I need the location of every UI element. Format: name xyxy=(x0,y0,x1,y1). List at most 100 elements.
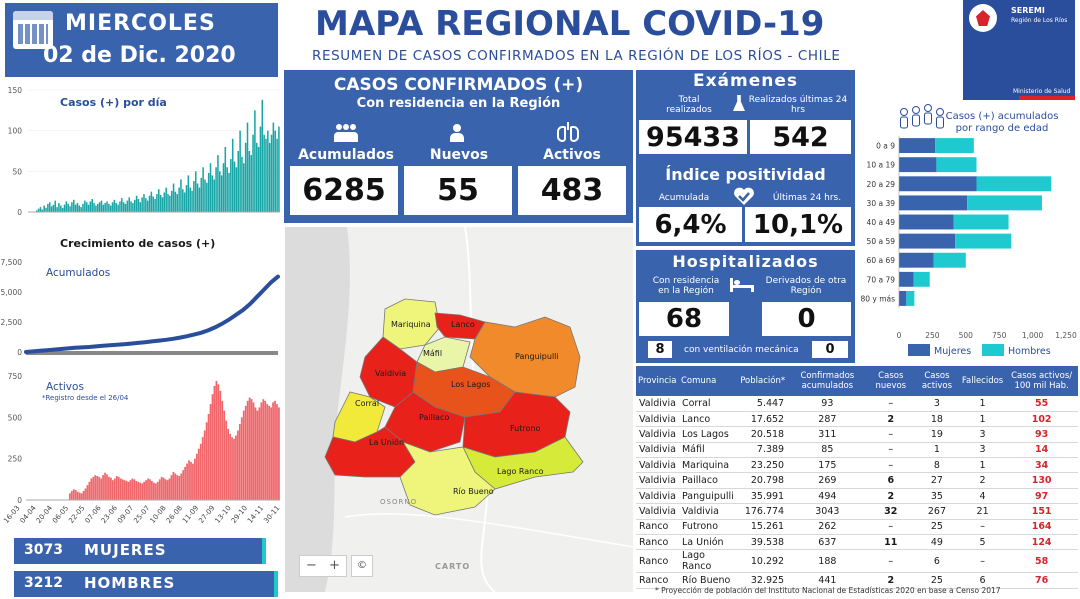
bar xyxy=(119,478,122,500)
bar-segment xyxy=(976,176,1052,192)
bar xyxy=(129,480,132,500)
table-cell: Máfil xyxy=(678,442,739,459)
exams-title: Exámenes xyxy=(692,71,799,91)
x-tick-label: 29-10 xyxy=(230,504,249,525)
bar xyxy=(96,476,99,500)
table-cell: Lanco xyxy=(678,411,739,428)
table-cell: 441 xyxy=(787,572,868,589)
bar xyxy=(243,163,245,212)
bar xyxy=(117,204,119,212)
bar xyxy=(180,473,183,500)
bar xyxy=(204,179,206,212)
table-row: Ranco Lago Ranco 10.292 188–6–58 xyxy=(636,549,1078,574)
bar xyxy=(224,146,227,212)
zoom-out-button[interactable]: − xyxy=(306,558,317,573)
bar xyxy=(170,190,173,212)
table-cell: Panguipulli xyxy=(678,488,739,505)
bar xyxy=(130,201,132,212)
table-cell: 1 xyxy=(959,396,1006,412)
bar xyxy=(219,171,221,212)
table-cell: 27 xyxy=(913,472,960,489)
bar xyxy=(67,203,69,212)
x-tick-label: 500 xyxy=(959,331,974,340)
bar xyxy=(191,190,193,212)
x-tick-label: 04-04 xyxy=(19,504,39,525)
bar xyxy=(80,207,82,212)
bar xyxy=(215,380,218,500)
zoom-in-button[interactable]: + xyxy=(329,558,340,573)
bar xyxy=(111,480,114,500)
bar xyxy=(48,202,51,212)
bar xyxy=(132,203,134,212)
bar xyxy=(187,175,190,212)
y-tick-label: 250 xyxy=(8,455,23,464)
daily-cases-chart: Casos (+) por día 150 100 50 0 xyxy=(8,86,280,217)
bar xyxy=(93,203,95,212)
table-header-cell: Confirmados acumulados xyxy=(800,371,855,391)
label-futrono: Futrono xyxy=(510,424,541,433)
x-tick-label: 10-08 xyxy=(149,504,168,525)
bar xyxy=(197,448,200,500)
bar xyxy=(36,210,38,212)
x-tick-label: 1,250 xyxy=(1055,331,1077,340)
bar xyxy=(188,460,190,500)
group-icon xyxy=(334,124,358,142)
page-title: MAPA REGIONAL COVID-19 xyxy=(315,4,825,44)
bar xyxy=(209,404,212,500)
bar xyxy=(276,138,278,212)
table-cell: 1 xyxy=(959,411,1006,428)
bar xyxy=(115,476,118,500)
bar-segment xyxy=(899,195,968,211)
bar xyxy=(72,199,75,212)
x-tick-label: 09-07 xyxy=(116,504,135,525)
table-cell: 175 xyxy=(787,457,868,474)
table-header-cell: Fallecidos xyxy=(961,376,1004,386)
bar xyxy=(71,202,73,212)
hombres-label: HOMBRES xyxy=(84,574,176,592)
bar xyxy=(264,400,267,500)
table-cell: – xyxy=(867,457,914,474)
exams-24h-label: Realizados últimas 24 hrs xyxy=(748,95,848,115)
bar xyxy=(248,397,251,500)
bar xyxy=(256,410,259,500)
table-row: Valdivia Corral 5.447 93–3 1 55 xyxy=(636,396,1078,412)
bar xyxy=(161,197,164,212)
region-map[interactable]: Mariquina Lanco Máfil Panguipulli Valdiv… xyxy=(285,227,633,592)
table-cell: 21 xyxy=(959,503,1006,520)
label-valdivia: Valdivia xyxy=(375,369,407,378)
communes-table: Provincia Comuna Población* Confirmados acu… xyxy=(636,366,1078,589)
bar xyxy=(254,407,257,500)
table-cell: 102 xyxy=(1005,411,1078,428)
table-cell: 97 xyxy=(1005,488,1078,505)
bar xyxy=(206,182,208,212)
bar xyxy=(268,405,271,500)
label-lagoranco: Lago Ranco xyxy=(497,467,544,476)
chart-note: *Registro desde el 26/04 xyxy=(42,394,129,402)
bar xyxy=(158,189,160,212)
bar xyxy=(154,198,156,212)
table-cell: 93 xyxy=(787,396,868,412)
category-label: 30 a 39 xyxy=(867,199,896,208)
label-paillaco: Paillaco xyxy=(419,413,450,422)
label-launion: La Unión xyxy=(369,438,405,447)
bar-segment xyxy=(936,157,977,173)
bar xyxy=(139,482,142,500)
bar xyxy=(122,202,125,212)
vent-label: con ventilación mecánica xyxy=(684,345,799,355)
bar xyxy=(84,488,87,500)
hospitalized-title: Hospitalizados xyxy=(672,252,819,271)
bar-segment xyxy=(899,157,937,173)
table-cell: Futrono xyxy=(678,519,739,536)
table-cell: 39.538 xyxy=(738,534,788,551)
bar xyxy=(106,474,108,500)
date-panel: MIERCOLES 02 de Dic. 2020 xyxy=(5,3,278,77)
bar xyxy=(104,472,106,500)
bar xyxy=(152,196,155,212)
bar xyxy=(167,194,169,212)
bar xyxy=(174,473,177,500)
x-tick-label: 0 xyxy=(897,331,902,340)
bar xyxy=(165,187,167,212)
bar xyxy=(244,405,247,500)
map-copyright-button[interactable]: © xyxy=(351,555,373,577)
bar xyxy=(148,195,151,212)
